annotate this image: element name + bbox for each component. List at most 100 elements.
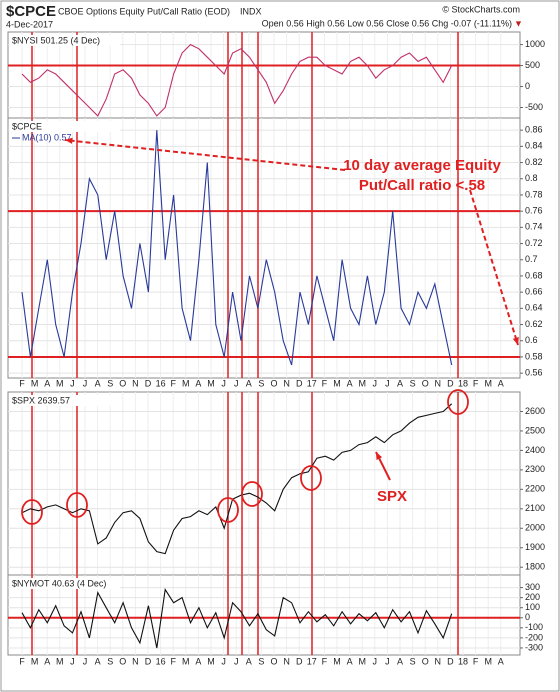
x-tick-label: S <box>410 656 416 666</box>
x-tick-label: M <box>484 378 492 388</box>
y-tick-label: 0.56 <box>525 368 543 378</box>
x-tick-label: A <box>195 378 201 388</box>
x-tick-label: A <box>498 378 504 388</box>
highlight-circle <box>300 465 322 491</box>
x-tick-label: J <box>70 656 75 666</box>
y-tick-label: 2100 <box>525 503 545 513</box>
x-tick-label: D <box>296 378 303 388</box>
x-tick-label: O <box>119 656 126 666</box>
x-tick-label: N <box>435 656 442 666</box>
y-tick-label: 0.68 <box>525 270 543 280</box>
x-tick-label: J <box>234 378 239 388</box>
y-tick-label: 1000 <box>525 39 545 49</box>
y-tick-label: 0.76 <box>525 206 543 216</box>
y-tick-label: 100 <box>525 602 540 612</box>
x-tick-label: 17 <box>307 378 317 388</box>
x-tick-label: 17 <box>307 656 317 666</box>
source: © StockCharts.com <box>442 4 520 14</box>
arrow-line <box>469 189 519 346</box>
title-bg <box>10 395 120 406</box>
x-tick-label: M <box>207 656 215 666</box>
x-tick-label: N <box>435 378 442 388</box>
x-tick-label: A <box>347 656 353 666</box>
x-tick-label: S <box>258 656 264 666</box>
panel-title: $NYMOT 40.63 (4 Dec) <box>12 578 106 588</box>
y-tick-label: 0.82 <box>525 157 543 167</box>
x-tick-label: J <box>385 656 390 666</box>
x-tick-label: M <box>31 656 39 666</box>
x-tick-label: F <box>473 378 479 388</box>
x-tick-label: J <box>83 378 88 388</box>
y-tick-label: 1800 <box>525 562 545 572</box>
y-tick-label: 0.7 <box>525 254 538 264</box>
y-tick-label: 0.84 <box>525 141 543 151</box>
x-tick-label: J <box>221 378 226 388</box>
x-tick-label: M <box>333 656 341 666</box>
series-line <box>21 403 453 555</box>
y-tick-label: -500 <box>525 102 543 112</box>
x-tick-label: 16 <box>156 656 166 666</box>
y-tick-label: -200 <box>525 632 543 642</box>
y-tick-label: 200 <box>525 592 540 602</box>
x-tick-label: A <box>397 378 403 388</box>
y-tick-label: 2600 <box>525 406 545 416</box>
x-tick-label: N <box>132 656 139 666</box>
x-tick-label: A <box>397 656 403 666</box>
annotation: 10 day average Equity <box>343 157 501 174</box>
x-tick-label: A <box>195 656 201 666</box>
x-tick-label: F <box>322 656 328 666</box>
x-tick-label: N <box>283 656 290 666</box>
title-bg <box>10 578 120 589</box>
y-tick-label: 0.6 <box>525 335 538 345</box>
panel-title: $CPCE <box>12 121 42 131</box>
y-tick-label: 2300 <box>525 464 545 474</box>
x-tick-label: J <box>373 656 378 666</box>
y-tick-label: 0.78 <box>525 189 543 199</box>
y-tick-label: 0.58 <box>525 351 543 361</box>
x-tick-label: D <box>447 656 454 666</box>
highlight-circle <box>241 481 263 507</box>
series-line <box>21 130 453 366</box>
y-tick-label: -300 <box>525 642 543 652</box>
y-tick-label: 1900 <box>525 542 545 552</box>
title-bg <box>10 35 120 46</box>
symbol-name: CBOE Options Equity Put/Call Ratio (EOD) <box>58 6 230 16</box>
x-tick-label: D <box>296 656 303 666</box>
x-tick-label: 18 <box>458 656 468 666</box>
x-tick-label: M <box>333 378 341 388</box>
y-tick-label: 0.74 <box>525 222 543 232</box>
y-tick-label: 0.66 <box>525 287 543 297</box>
date: 4-Dec-2017 <box>6 19 53 29</box>
y-tick-label: 0.86 <box>525 125 543 135</box>
x-tick-label: F <box>170 378 176 388</box>
title-bg <box>10 121 120 132</box>
x-tick-label: F <box>170 656 176 666</box>
x-tick-label: J <box>221 656 226 666</box>
x-tick-label: M <box>358 378 366 388</box>
highlight-circle <box>21 499 43 525</box>
y-tick-label: 2000 <box>525 523 545 533</box>
x-tick-label: D <box>145 656 152 666</box>
x-tick-label: A <box>95 656 101 666</box>
x-tick-label: F <box>19 656 25 666</box>
panel-title: $SPX 2639.57 <box>12 395 70 405</box>
x-tick-label: J <box>373 378 378 388</box>
legend-entry: MA(10) 0.57 <box>22 132 72 142</box>
annotation: Put/Call ratio <.58 <box>359 177 485 194</box>
x-tick-label: M <box>207 378 215 388</box>
x-tick-label: O <box>119 378 126 388</box>
x-tick-label: A <box>347 378 353 388</box>
x-tick-label: D <box>145 378 152 388</box>
arrow-head <box>512 337 519 345</box>
y-tick-label: 2200 <box>525 484 545 494</box>
x-tick-label: A <box>246 656 252 666</box>
symbol: $CPCE <box>6 3 56 20</box>
x-tick-label: M <box>182 378 190 388</box>
x-tick-label: O <box>422 656 429 666</box>
x-tick-label: M <box>358 656 366 666</box>
y-tick-label: 2500 <box>525 425 545 435</box>
x-tick-label: O <box>422 378 429 388</box>
quote: Open 0.56 High 0.56 Low 0.56 Close 0.56 … <box>262 18 512 28</box>
x-tick-label: J <box>234 656 239 666</box>
